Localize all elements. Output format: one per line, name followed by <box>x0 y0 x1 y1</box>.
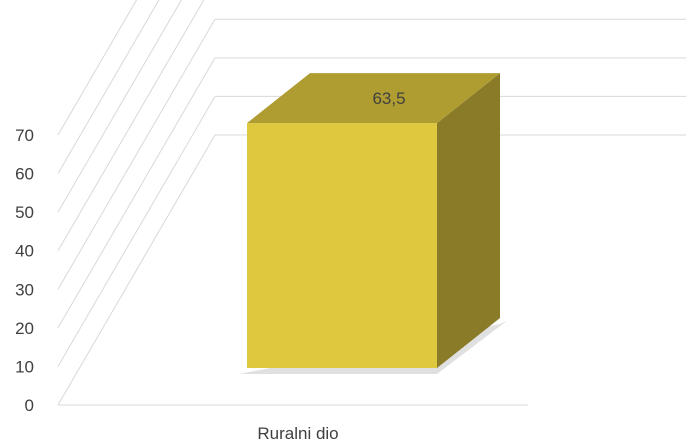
y-tick-label: 40 <box>15 242 34 261</box>
y-tick-label: 10 <box>15 357 34 376</box>
bar <box>247 123 437 368</box>
x-axis: Ruralni dio <box>257 424 338 443</box>
y-tick-label: 70 <box>15 126 34 145</box>
gridline-diagonal <box>57 134 216 406</box>
y-axis: 0 10 20 30 40 50 60 70 <box>15 126 34 415</box>
bar-side <box>437 73 500 368</box>
gridline-diagonal <box>57 0 205 251</box>
y-tick-label: 20 <box>15 319 34 338</box>
x-category-label: Ruralni dio <box>257 424 338 443</box>
gridline-diagonal <box>57 57 216 329</box>
y-tick-label: 0 <box>25 396 34 415</box>
bar-top <box>247 73 500 124</box>
y-tick-label: 50 <box>15 203 34 222</box>
gridline-diagonal <box>57 96 216 367</box>
y-tick-label: 30 <box>15 280 34 299</box>
gridline-diagonal <box>57 0 182 213</box>
y-tick-label: 60 <box>15 165 34 184</box>
gridline-diagonal <box>57 0 138 136</box>
gridline-diagonal <box>57 19 216 290</box>
gridline-diagonal <box>57 0 160 174</box>
data-label: 63,5 <box>372 89 405 108</box>
bars: 63,5 <box>239 73 508 374</box>
